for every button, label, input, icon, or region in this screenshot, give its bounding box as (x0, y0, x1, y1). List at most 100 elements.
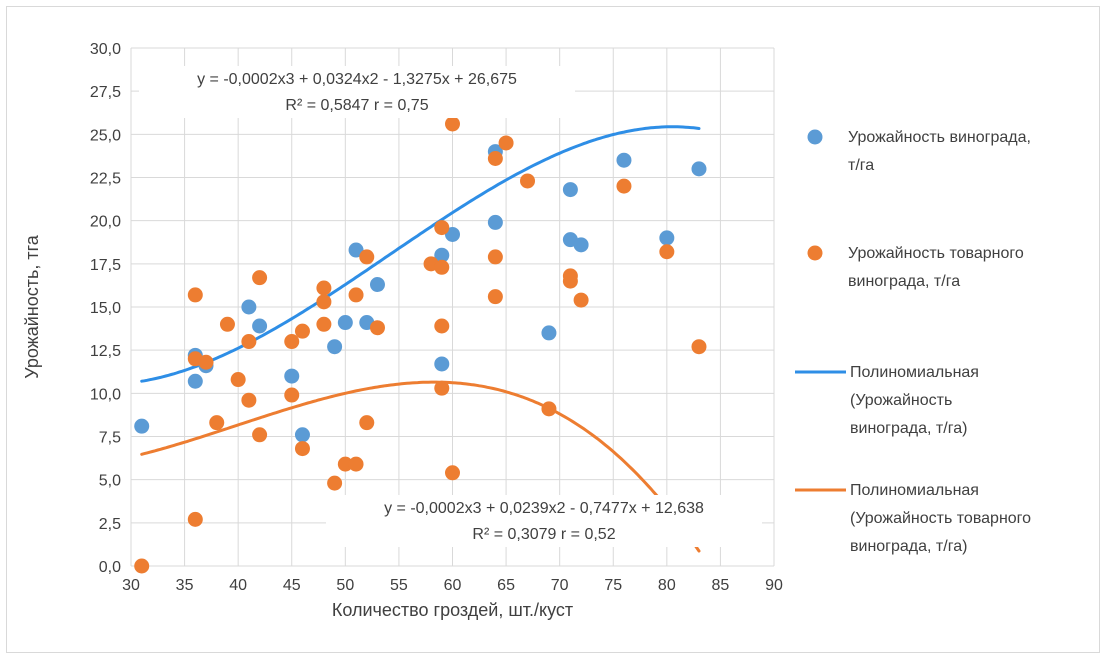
point-yield (252, 318, 268, 334)
point-marketable-yield (487, 151, 503, 167)
point-marketable-yield (284, 334, 300, 350)
point-yield (284, 368, 300, 384)
x-tick-label: 85 (712, 577, 730, 594)
point-marketable-yield (252, 427, 268, 443)
point-yield (294, 427, 310, 443)
x-tick-label: 55 (390, 577, 408, 594)
point-marketable-yield (562, 273, 578, 289)
trend-r2: R² = 0,5847 r = 0,75 (285, 97, 428, 114)
point-marketable-yield (487, 289, 503, 305)
point-marketable-yield (659, 244, 675, 260)
point-marketable-yield (327, 475, 343, 491)
point-marketable-yield (616, 178, 632, 194)
equation-background (326, 495, 762, 547)
x-tick-label: 80 (658, 577, 676, 594)
point-yield (134, 418, 150, 434)
point-marketable-yield (369, 320, 385, 336)
y-tick-label: 20,0 (90, 214, 121, 231)
point-yield (487, 214, 503, 230)
x-tick-label: 75 (604, 577, 622, 594)
point-yield (691, 161, 707, 177)
trend-equations: y = -0,0002x3 + 0,0324x2 - 1,3275x + 26,… (139, 66, 762, 547)
point-marketable-yield (252, 270, 268, 286)
point-marketable-yield (434, 380, 450, 396)
point-marketable-yield (316, 280, 332, 296)
point-yield (369, 277, 385, 293)
point-marketable-yield (434, 259, 450, 275)
point-marketable-yield (434, 220, 450, 236)
point-marketable-yield (573, 292, 589, 308)
legend: Урожайность винограда, т/га Урожайность то… (795, 129, 1031, 555)
point-marketable-yield (294, 323, 310, 339)
point-marketable-yield (445, 465, 460, 481)
point-marketable-yield (230, 372, 246, 388)
trendline-yield (140, 125, 701, 383)
x-tick-label: 40 (229, 577, 247, 594)
point-marketable-yield (316, 294, 332, 310)
point-yield (573, 237, 589, 253)
point-yield (434, 356, 450, 372)
point-marketable-yield (284, 387, 300, 403)
trend-equation: y = -0,0002x3 + 0,0239x2 - 0,7477x + 12,… (384, 500, 704, 517)
legend-label: Полиномиальная (850, 364, 979, 381)
x-axis-title: Количество гроздей, шт./куст (332, 600, 573, 620)
point-marketable-yield (187, 511, 203, 527)
y-tick-label: 12,5 (90, 343, 121, 360)
trend-r2: R² = 0,3079 r = 0,52 (472, 526, 615, 543)
point-marketable-yield (348, 287, 364, 303)
point-marketable-yield (187, 287, 203, 303)
point-marketable-yield (219, 316, 235, 332)
point-yield (187, 373, 203, 389)
point-marketable-yield (359, 249, 375, 265)
legend-label: Полиномиальная (850, 482, 979, 499)
point-yield (659, 230, 675, 246)
legend-label: винограда, т/га) (850, 420, 967, 437)
y-tick-label: 7,5 (99, 430, 121, 447)
legend-label: (Урожайность товарного (850, 510, 1031, 527)
x-tick-label: 70 (551, 577, 569, 594)
point-yield (337, 315, 353, 331)
point-yield (562, 182, 578, 198)
trendline-marketable-yield (140, 380, 701, 553)
tick-labels: 30 35 40 45 50 55 60 65 70 75 80 85 90 0,0 2,5 5,0 7,5 10… (90, 41, 783, 594)
point-marketable-yield (348, 456, 364, 472)
point-marketable-yield (445, 116, 460, 132)
point-yield (327, 339, 343, 355)
point-marketable-yield (691, 339, 707, 355)
legend-label: Урожайность товарного (848, 245, 1024, 262)
y-tick-label: 2,5 (99, 516, 121, 533)
point-marketable-yield (209, 415, 225, 431)
point-marketable-yield (359, 415, 375, 431)
point-marketable-yield (241, 334, 257, 350)
x-tick-label: 65 (497, 577, 515, 594)
point-marketable-yield (198, 354, 214, 370)
y-tick-label: 27,5 (90, 84, 121, 101)
legend-marker-marketable-yield (807, 245, 823, 261)
y-tick-label: 22,5 (90, 171, 121, 188)
point-marketable-yield (294, 441, 310, 457)
point-yield (541, 325, 557, 341)
point-marketable-yield (541, 401, 557, 417)
y-tick-label: 30,0 (90, 41, 121, 58)
legend-label: винограда, т/га (848, 273, 960, 290)
point-marketable-yield (520, 173, 536, 189)
y-axis-title: Урожайность, тга (22, 234, 42, 379)
point-yield (445, 226, 460, 242)
point-marketable-yield (487, 249, 503, 265)
x-tick-label: 30 (122, 577, 140, 594)
x-tick-label: 60 (444, 577, 462, 594)
y-tick-label: 15,0 (90, 300, 121, 317)
y-tick-label: 5,0 (99, 473, 121, 490)
point-marketable-yield (498, 135, 514, 151)
point-marketable-yield (434, 318, 450, 334)
x-tick-label: 90 (765, 577, 783, 594)
legend-label: (Урожайность (850, 392, 952, 409)
x-tick-label: 45 (283, 577, 301, 594)
legend-label: винограда, т/га) (850, 538, 967, 555)
y-tick-label: 17,5 (90, 257, 121, 274)
x-tick-label: 50 (336, 577, 354, 594)
point-marketable-yield (337, 456, 353, 472)
axis-titles: Количество гроздей, шт./куст Урожайность,… (22, 234, 573, 620)
point-yield (241, 299, 257, 315)
